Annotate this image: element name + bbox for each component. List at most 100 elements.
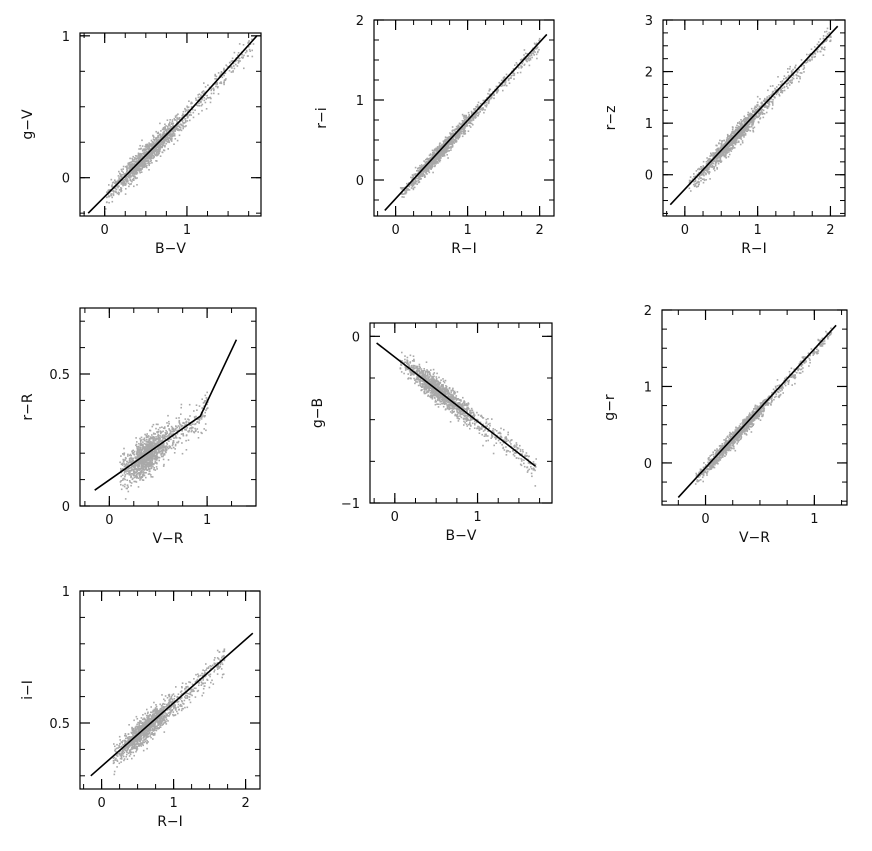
data-point [401,188,404,190]
data-point [810,48,813,50]
data-point [496,85,499,88]
data-point [155,160,157,162]
data-point [144,145,146,148]
data-point [516,63,519,66]
data-point [122,184,124,187]
data-point [710,154,713,157]
data-point [148,164,150,167]
data-point [715,161,717,164]
data-point [422,171,425,173]
data-point [806,53,808,56]
data-point [186,120,189,122]
data-point [168,435,171,438]
data-point [140,157,142,159]
data-point [796,77,798,80]
data-point [703,179,706,182]
data-point [412,184,415,186]
data-point [176,129,179,131]
data-point [715,151,717,154]
data-point [799,76,801,78]
data-point [149,153,151,155]
data-point [779,91,782,93]
data-point [436,154,438,157]
data-point [136,166,139,169]
data-point [161,128,164,131]
data-point [473,108,475,110]
data-point [447,136,449,139]
data-point [453,130,456,132]
data-point [115,188,118,191]
data-point [756,95,759,98]
data-point [705,173,707,176]
data-point [524,52,527,55]
data-point [472,111,475,114]
data-point [180,406,182,409]
data-point [751,121,753,124]
data-point [458,127,460,129]
data-point [747,123,749,125]
data-point [123,447,125,450]
data-point [203,82,205,84]
data-point [447,146,450,149]
data-point [160,130,162,132]
data-point [152,149,154,152]
data-point [125,179,127,182]
data-point [717,155,720,157]
data-point [707,162,709,164]
data-point [147,159,149,161]
data-point [800,72,803,74]
data-point [171,119,174,121]
data-point [129,163,132,166]
data-point [426,158,428,161]
data-point [507,79,510,82]
data-point [723,143,726,146]
data-point [437,155,440,157]
data-point [830,36,832,38]
data-point [123,173,125,175]
y-tick-label: 3 [645,14,653,29]
data-point [173,134,175,137]
data-point [531,56,533,59]
data-point [823,40,826,43]
data-point [726,148,729,151]
data-point [133,160,135,163]
data-point [502,84,504,87]
data-point [145,151,148,153]
data-point [484,99,487,101]
data-point [148,142,150,144]
data-point [173,128,176,130]
data-point [237,62,240,64]
data-point [752,129,754,132]
data-point [799,72,802,74]
data-point [735,140,737,142]
data-point [233,67,236,70]
data-point [475,105,477,108]
data-point [711,166,713,168]
data-point [154,148,156,150]
data-point [433,149,435,152]
data-point [136,463,139,466]
data-point [203,428,205,430]
data-point [718,156,720,159]
data-point [708,164,710,167]
data-point [739,124,742,126]
data-point [220,71,223,74]
data-point [123,452,126,454]
data-point [146,156,148,159]
data-point [125,188,127,190]
data-point [170,140,173,142]
data-point [186,109,188,111]
data-point [191,102,193,104]
data-point [468,119,471,122]
data-point [407,185,410,187]
data-point [433,152,435,154]
data-point [703,178,705,180]
data-point [130,484,132,487]
data-point [201,109,203,112]
data-point [693,181,695,183]
data-point [188,100,190,102]
data-point [188,403,191,406]
data-point [141,153,143,155]
data-point [149,145,151,147]
data-point [131,169,133,172]
